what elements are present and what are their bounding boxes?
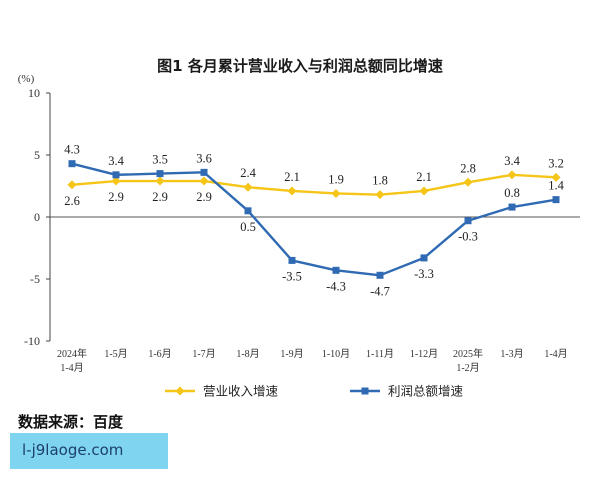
data-label: 2.1 xyxy=(284,170,300,184)
x-tick-label: 1-5月 xyxy=(104,348,127,360)
x-tick-label: 1-12月 xyxy=(410,348,438,360)
x-tick-label: 2025年 xyxy=(453,347,483,360)
x-tick-label: 1-4月 xyxy=(544,348,567,360)
series-point-profit xyxy=(288,256,296,264)
data-label: 1.4 xyxy=(548,179,564,193)
x-tick-label: 1-6月 xyxy=(148,348,171,360)
x-tick-label: 1-3月 xyxy=(500,348,523,360)
data-label: 3.6 xyxy=(196,151,212,165)
data-label: -0.3 xyxy=(458,230,478,244)
series-point-revenue xyxy=(507,170,517,180)
data-label: 0.8 xyxy=(504,186,520,200)
y-tick-label: -10 xyxy=(24,334,40,348)
series-line-2 xyxy=(71,162,557,277)
data-label: -4.7 xyxy=(370,284,390,298)
data-label: 4.3 xyxy=(64,143,80,157)
x-tick-label: 2024年 xyxy=(57,347,87,360)
series-point-revenue xyxy=(287,186,297,196)
data-label: 2.6 xyxy=(64,194,80,208)
series-point-revenue xyxy=(111,176,121,186)
x-tick-label: 1-2月 xyxy=(456,362,479,374)
y-tick-label: 0 xyxy=(34,210,40,224)
data-label: 2.9 xyxy=(196,190,212,204)
series-point-profit xyxy=(200,168,208,176)
y-tick-label: -5 xyxy=(30,272,40,286)
data-label: 2.1 xyxy=(416,170,432,184)
series-point-profit xyxy=(420,254,428,262)
series-point-revenue xyxy=(331,188,341,198)
chart-title: 图1 各月累计营业收入与利润总额同比增速 xyxy=(157,57,443,75)
series-point-revenue xyxy=(155,176,165,186)
data-label: 2.4 xyxy=(240,166,256,180)
series-point-revenue xyxy=(199,176,209,186)
y-tick-label: 10 xyxy=(28,86,40,100)
legend-swatch-marker xyxy=(175,386,185,396)
legend-label: 利润总额增速 xyxy=(388,384,464,399)
series-point-profit xyxy=(552,196,560,204)
series-point-revenue xyxy=(67,180,77,190)
series-point-profit xyxy=(156,170,164,178)
data-label: 1.8 xyxy=(372,174,388,188)
series-point-revenue xyxy=(551,172,561,182)
legend-label: 营业收入增速 xyxy=(203,384,279,399)
series-point-profit xyxy=(68,160,76,168)
data-label: 2.9 xyxy=(108,190,124,204)
x-tick-label: 1-10月 xyxy=(322,348,350,360)
data-label: 3.4 xyxy=(108,154,124,168)
series-point-profit xyxy=(508,203,516,211)
data-label: 3.4 xyxy=(504,154,520,168)
series-point-profit xyxy=(332,266,340,274)
legend-swatch-marker xyxy=(361,387,369,395)
x-tick-label: 1-7月 xyxy=(192,348,215,360)
series-point-revenue xyxy=(243,182,253,192)
data-label: -3.3 xyxy=(414,267,434,281)
data-label: 3.5 xyxy=(152,153,168,167)
watermark-banner xyxy=(10,433,168,469)
data-label: -4.3 xyxy=(326,279,346,293)
data-label: 2.9 xyxy=(152,190,168,204)
chart-area: 图1 各月累计营业收入与利润总额同比增速 (%) 10 5 0 -5 -10 2024年 1-… xyxy=(18,57,580,399)
y-tick-label: 5 xyxy=(34,148,40,162)
line-chart: (%)10 5 0 -5 -10 2024年 1-4月 1-5月 1-6月 1-7月 1-8月 1-9… xyxy=(18,73,580,399)
series-point-profit xyxy=(112,171,120,179)
source-note: 数据来源：百度 xyxy=(18,413,124,431)
x-tick-label: 1-8月 xyxy=(236,348,259,360)
series-point-revenue xyxy=(375,190,385,200)
data-label: 1.9 xyxy=(328,172,344,186)
watermark-text: l-j9laoge.com xyxy=(22,441,124,459)
series-point-profit xyxy=(464,217,472,225)
x-tick-label: 1-4月 xyxy=(60,362,83,374)
y-unit-label: (%) xyxy=(18,73,35,85)
data-label: 0.5 xyxy=(240,220,256,234)
series-point-profit xyxy=(376,271,384,279)
series-line-1 xyxy=(71,173,557,196)
x-tick-label: 1-11月 xyxy=(366,348,394,360)
data-label: 2.8 xyxy=(460,161,476,175)
data-label: -3.5 xyxy=(282,269,302,283)
series-point-profit xyxy=(244,207,252,215)
x-tick-label: 1-9月 xyxy=(280,348,303,360)
data-label: 3.2 xyxy=(548,156,564,170)
series-point-revenue xyxy=(463,177,473,187)
series-point-revenue xyxy=(419,186,429,196)
